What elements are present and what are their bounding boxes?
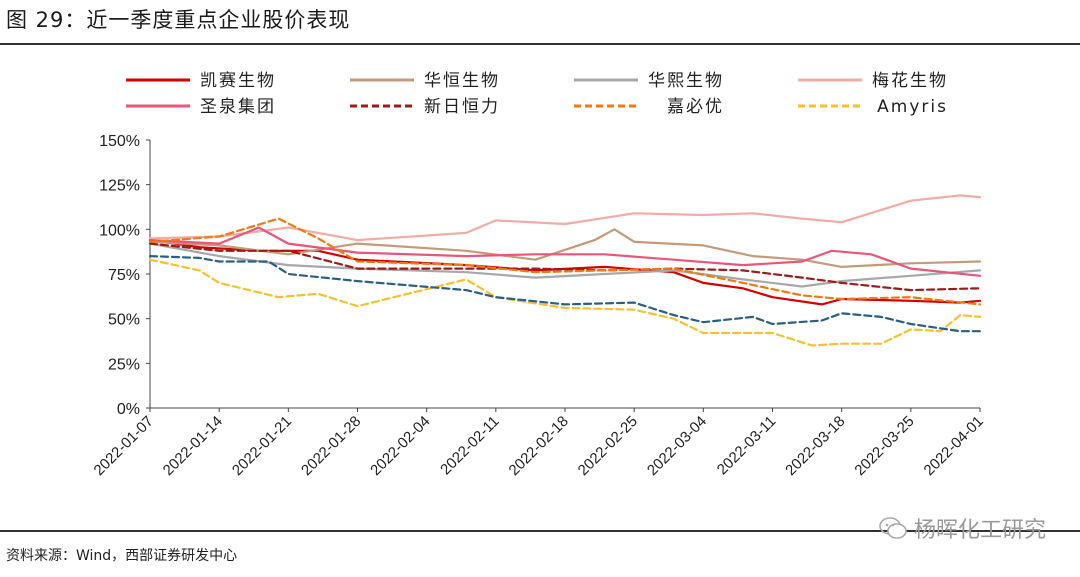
series-line-0 (148, 239, 982, 306)
x-tick-label: 2022-03-25 (851, 413, 917, 479)
legend-label: 嘉必优 (667, 97, 724, 117)
line-chart: 0%25%50%75%100%125%150%2022-01-07 2022-01… (91, 70, 987, 479)
wechat-icon (879, 517, 907, 539)
legend-label: 新日恒力 (424, 97, 500, 117)
series-line-4 (148, 226, 982, 277)
legend-label: 华熙生物 (648, 71, 724, 91)
x-tick-label: 2022-01-14 (160, 413, 226, 479)
x-tick-label: 2022-03-11 (714, 413, 779, 478)
y-tick-label: 75% (108, 267, 140, 284)
figure-title: 图 29：近一季度重点企业股价表现 (6, 8, 351, 32)
x-tick-label: 2022-03-04 (644, 413, 710, 479)
y-tick-label: 150% (99, 133, 140, 150)
series-line-1 (148, 228, 982, 268)
y-tick-label: 50% (108, 312, 140, 329)
legend-label: Amyris (877, 97, 948, 117)
legend-label: 圣泉集团 (200, 97, 276, 117)
x-tick-label: 2022-02-25 (575, 413, 641, 479)
x-tick-label: 2022-02-11 (437, 413, 502, 478)
series-line-6 (148, 217, 982, 306)
watermark-text: 杨晖化工研究 (913, 518, 1046, 543)
legend-label: 凯赛生物 (200, 70, 276, 91)
series-line-7 (148, 258, 982, 347)
legend-label: 华恒生物 (424, 71, 500, 91)
source-rule (0, 530, 1080, 532)
series-line-8 (148, 255, 982, 333)
title-rule (0, 43, 1080, 45)
x-tick-label: 2022-02-04 (367, 413, 433, 479)
x-tick-label: 2022-04-01 (921, 413, 987, 479)
x-tick-label: 2022-01-28 (298, 413, 364, 479)
series-line-2 (148, 242, 982, 288)
y-tick-label: 25% (108, 356, 140, 373)
y-tick-label: 125% (99, 178, 140, 195)
y-tick-label: 100% (99, 222, 140, 239)
legend-label: 梅花生物 (872, 71, 948, 91)
y-tick-label: 0% (117, 401, 140, 418)
watermark: 杨晖化工研究 (878, 512, 1046, 544)
x-tick-label: 2022-01-21 (229, 413, 295, 479)
x-tick-label: 2022-02-18 (506, 413, 572, 479)
source-note: 资料来源：Wind，西部证券研发中心 (6, 548, 238, 564)
x-tick-label: 2022-03-18 (782, 413, 848, 479)
series-line-3 (148, 194, 982, 242)
x-tick-label: 2022-01-07 (91, 413, 157, 479)
